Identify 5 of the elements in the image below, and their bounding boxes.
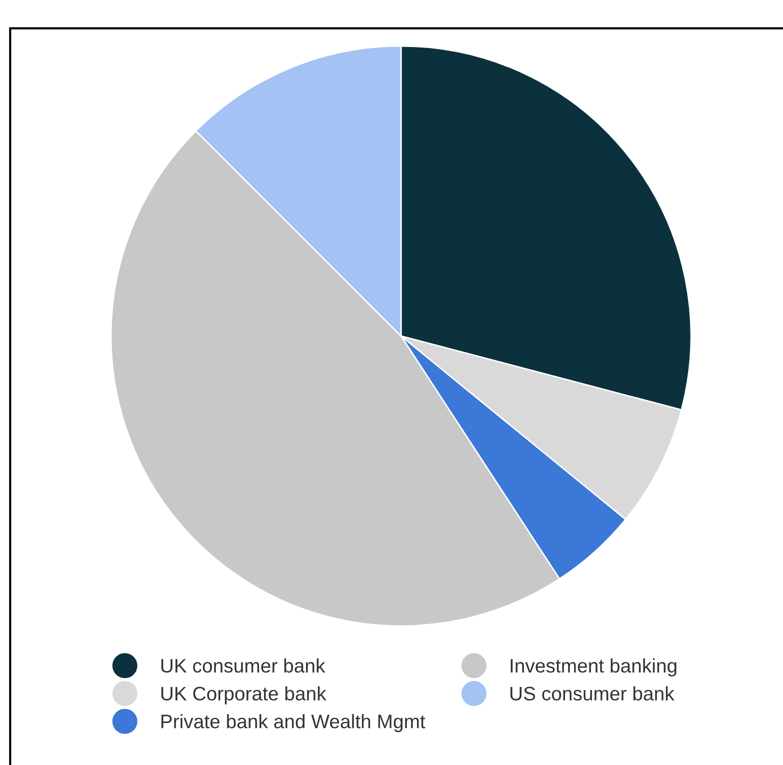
legend-label: UK Corporate bank [161, 686, 326, 704]
legend-label: US consumer bank [510, 686, 674, 701]
legend-label: UK consumer bank [161, 658, 326, 673]
legend-label: Private bank and Wealth Mgmt [161, 714, 426, 732]
legend-label: Investment banking [510, 658, 676, 677]
